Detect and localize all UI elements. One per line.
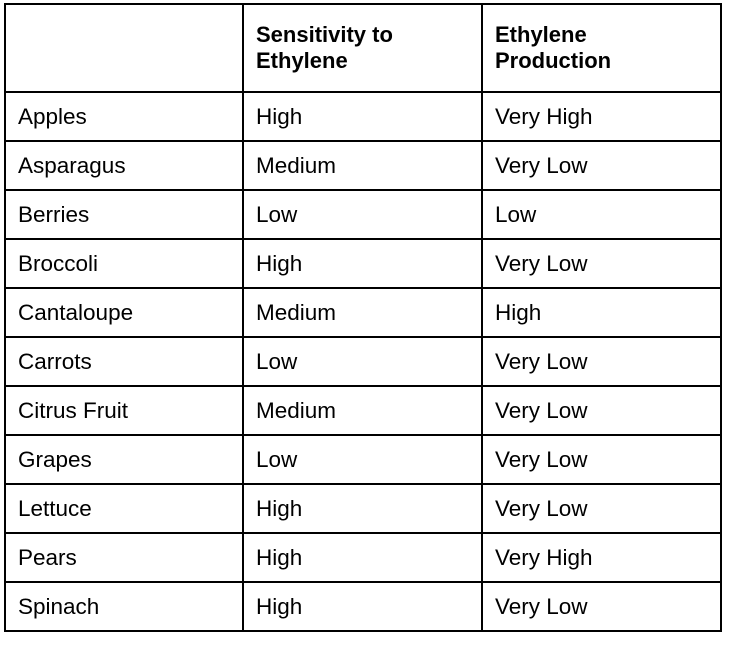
produce-cell: Broccoli — [4, 238, 244, 289]
table-row: Carrots Low Very Low — [4, 336, 722, 387]
table-row: Asparagus Medium Very Low — [4, 140, 722, 191]
production-cell: Low — [481, 189, 722, 240]
sensitivity-cell: High — [242, 581, 483, 632]
sensitivity-cell: Medium — [242, 385, 483, 436]
sensitivity-cell: High — [242, 91, 483, 142]
table-body: Apples High Very High Asparagus Medium V… — [4, 91, 722, 632]
header-sensitivity: Sensitivity to Ethylene — [242, 3, 483, 93]
produce-cell: Cantaloupe — [4, 287, 244, 338]
table-row: Apples High Very High — [4, 91, 722, 142]
sensitivity-cell: High — [242, 483, 483, 534]
table-row: Berries Low Low — [4, 189, 722, 240]
produce-cell: Carrots — [4, 336, 244, 387]
header-production: Ethylene Production — [481, 3, 722, 93]
table-row: Citrus Fruit Medium Very Low — [4, 385, 722, 436]
table-header: Sensitivity to Ethylene Ethylene Product… — [4, 3, 722, 93]
sensitivity-cell: Medium — [242, 140, 483, 191]
sensitivity-cell: Low — [242, 434, 483, 485]
production-cell: Very Low — [481, 483, 722, 534]
produce-cell: Asparagus — [4, 140, 244, 191]
production-cell: Very High — [481, 532, 722, 583]
production-cell: Very Low — [481, 238, 722, 289]
table-row: Broccoli High Very Low — [4, 238, 722, 289]
production-cell: Very Low — [481, 434, 722, 485]
table-row: Cantaloupe Medium High — [4, 287, 722, 338]
production-cell: Very Low — [481, 385, 722, 436]
production-cell: Very Low — [481, 140, 722, 191]
production-cell: Very High — [481, 91, 722, 142]
table-row: Grapes Low Very Low — [4, 434, 722, 485]
produce-cell: Spinach — [4, 581, 244, 632]
produce-cell: Grapes — [4, 434, 244, 485]
header-row: Sensitivity to Ethylene Ethylene Product… — [4, 3, 722, 93]
sensitivity-cell: High — [242, 532, 483, 583]
produce-cell: Lettuce — [4, 483, 244, 534]
sensitivity-cell: Low — [242, 336, 483, 387]
produce-cell: Citrus Fruit — [4, 385, 244, 436]
sensitivity-cell: High — [242, 238, 483, 289]
table-row: Spinach High Very Low — [4, 581, 722, 632]
header-blank-cell — [4, 3, 244, 93]
produce-cell: Pears — [4, 532, 244, 583]
table-row: Pears High Very High — [4, 532, 722, 583]
produce-cell: Berries — [4, 189, 244, 240]
sensitivity-cell: Medium — [242, 287, 483, 338]
sensitivity-cell: Low — [242, 189, 483, 240]
table-row: Lettuce High Very Low — [4, 483, 722, 534]
ethylene-table: Sensitivity to Ethylene Ethylene Product… — [4, 3, 722, 632]
production-cell: Very Low — [481, 336, 722, 387]
production-cell: Very Low — [481, 581, 722, 632]
produce-cell: Apples — [4, 91, 244, 142]
production-cell: High — [481, 287, 722, 338]
